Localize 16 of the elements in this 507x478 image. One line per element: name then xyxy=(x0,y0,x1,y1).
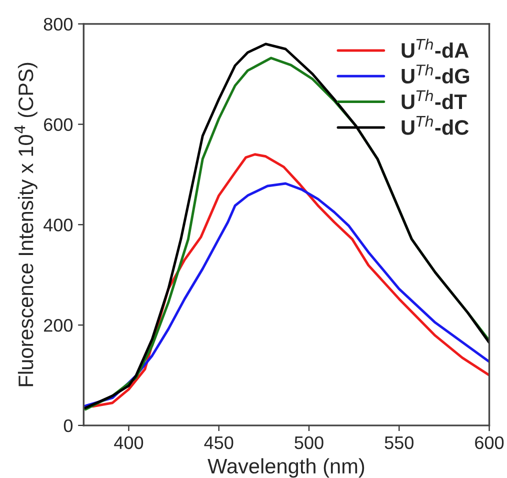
y-tick-label: 0 xyxy=(64,419,73,432)
legend-label: U$^{Th}$-dG xyxy=(402,64,470,84)
x-tick-label: 500 xyxy=(294,436,324,450)
x-tick-label: 600 xyxy=(475,436,504,450)
legend-label: U$^{Th}$-dT xyxy=(402,90,467,110)
y-tick-label: 200 xyxy=(44,318,73,332)
x-tick-label: 450 xyxy=(204,436,234,450)
legend-label: U$^{Th}$-dA xyxy=(402,38,469,58)
x-tick-label: 550 xyxy=(384,436,414,450)
x-axis-title: Wavelength (nm) xyxy=(208,458,364,478)
y-axis-title: Fluorescence Intensity x 10$^{4}$ (CPS) xyxy=(14,62,38,386)
legend-label: U$^{Th}$-dC xyxy=(402,116,469,135)
x-tick-label: 400 xyxy=(114,436,144,450)
y-tick-label: 600 xyxy=(44,118,73,131)
y-tick-label: 400 xyxy=(44,218,73,232)
y-tick-label: 800 xyxy=(44,18,73,31)
